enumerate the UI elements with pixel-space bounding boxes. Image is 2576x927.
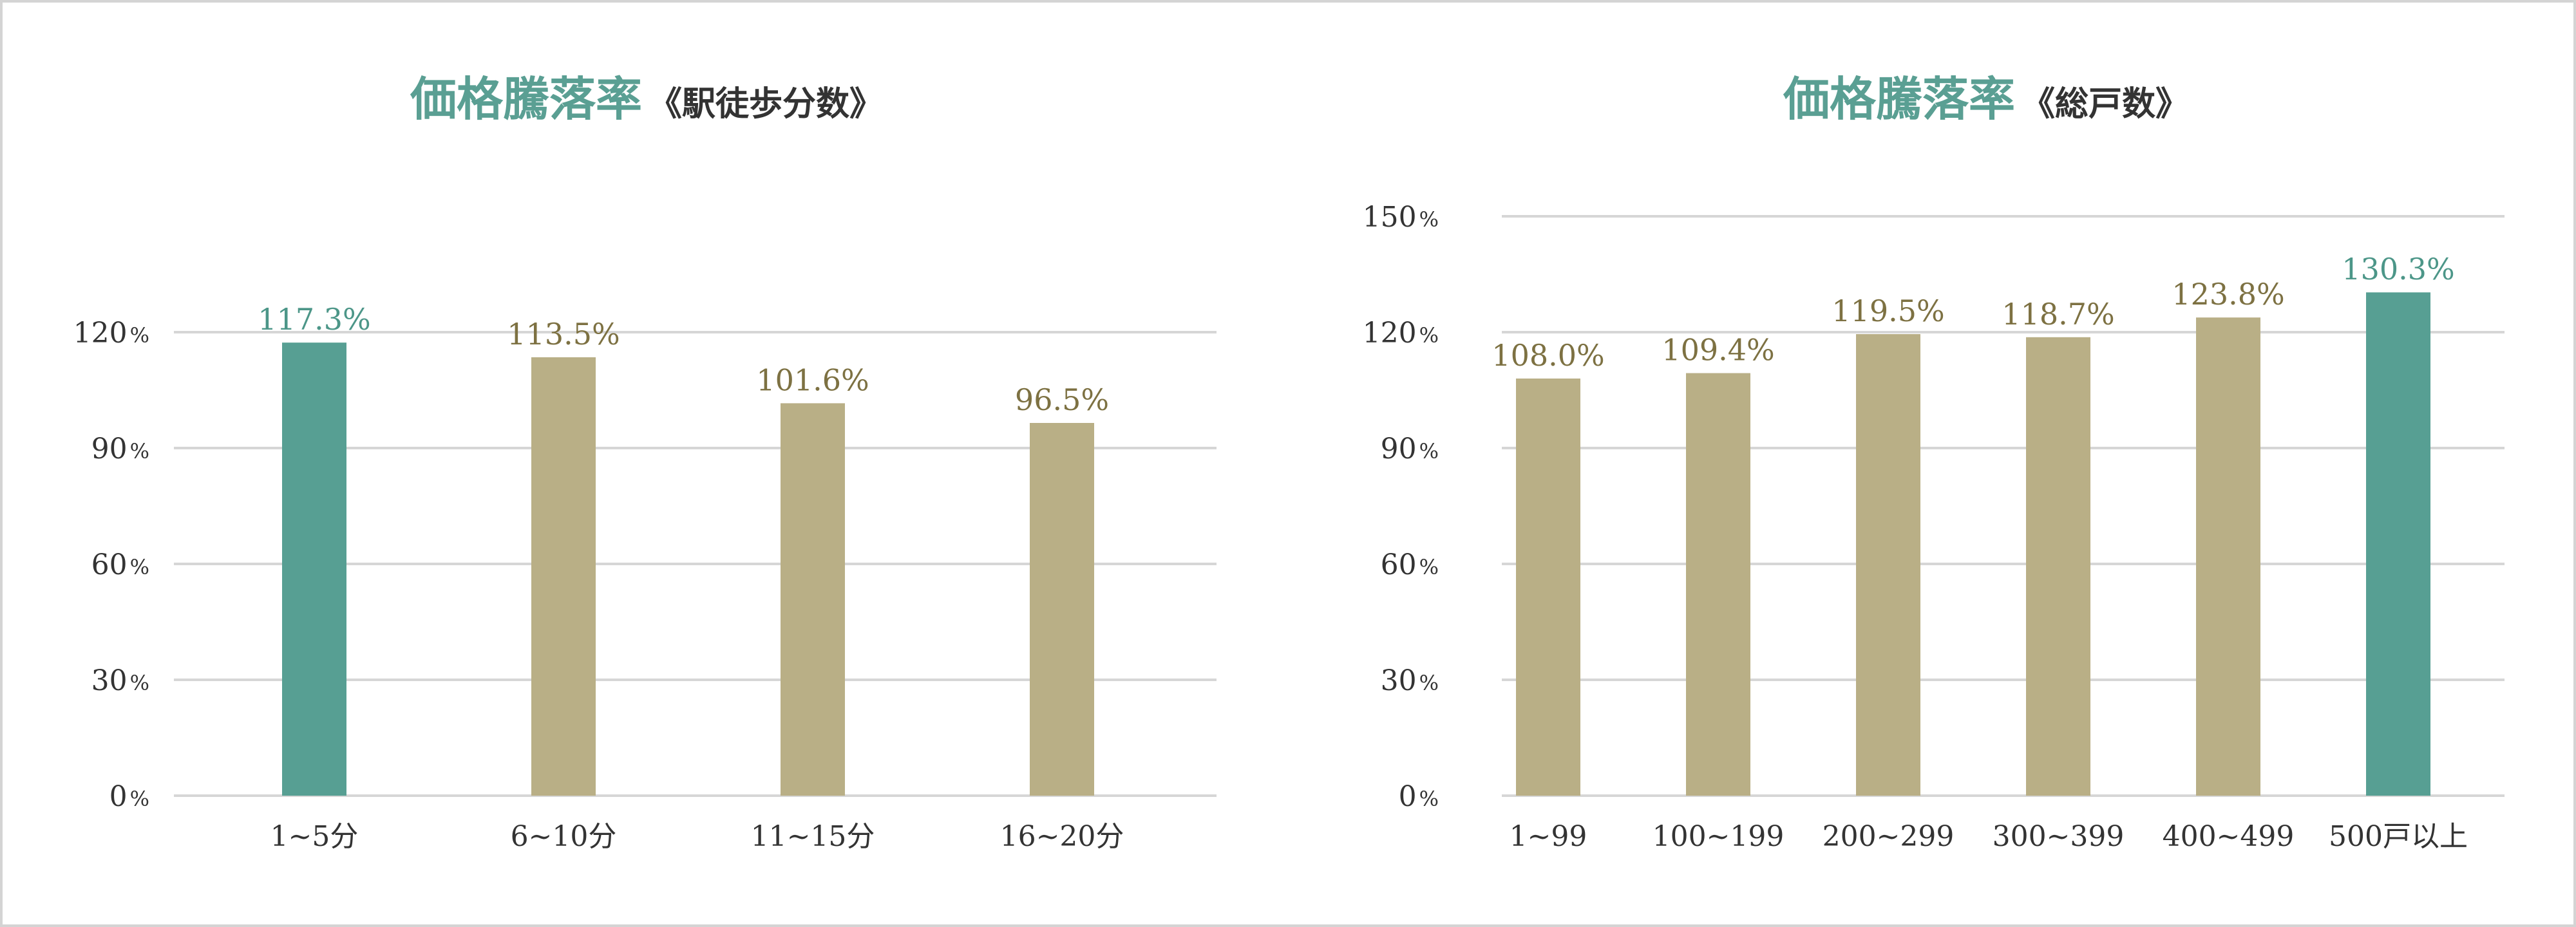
y-tick-label: 60% <box>1381 548 1439 581</box>
y-tick-unit: % <box>1419 323 1439 348</box>
chart-1: 価格騰落率 《駅徒歩分数》0 %30 %60 %90 %120% 117.3%1~5分113… <box>73 71 1217 853</box>
value-label: 108.0% <box>1492 338 1604 373</box>
y-tick-unit: % <box>1419 555 1439 579</box>
value-label: 130.3% <box>2342 252 2454 286</box>
y-tick-value: 0 <box>1399 780 1417 813</box>
category-label: 200~299 <box>1823 820 1955 853</box>
y-tick-value: 150 <box>1363 201 1417 234</box>
chart-title: 価格騰落率 《総戸数》 <box>1783 71 2189 126</box>
bar <box>2196 317 2260 796</box>
bar <box>1516 379 1580 796</box>
y-tick-value: 30 <box>91 664 128 697</box>
chart-title-main: 価格騰落率 <box>1783 71 2015 126</box>
y-tick-label: 150% <box>1363 201 1439 234</box>
value-label: 123.8% <box>2172 277 2284 312</box>
chart-subtitle: 《総戸数》 <box>2022 84 2189 124</box>
y-tick-unit: % <box>130 555 149 579</box>
y-tick-value: 60 <box>1381 548 1417 581</box>
y-tick-label: 30% <box>91 664 149 697</box>
bar <box>1030 423 1094 796</box>
y-tick-value: 0 <box>109 780 128 813</box>
value-label: 119.5% <box>1832 294 1944 328</box>
chart-subtitle: 《駅徒歩分数》 <box>649 84 883 124</box>
chart-2: 価格騰落率 《総戸数》0 %30 %60 %90 %120 %150 %108.0%1~991… <box>1363 71 2505 853</box>
y-tick-label: 90% <box>1381 433 1439 465</box>
bar <box>531 357 596 796</box>
category-label: 500戸以上 <box>2329 820 2468 853</box>
category-label: 300~399 <box>1993 820 2125 853</box>
category-label: 1~99 <box>1510 820 1587 853</box>
category-label: 6~10分 <box>511 820 617 853</box>
bar <box>1856 334 1920 796</box>
y-tick-unit: % <box>130 323 149 348</box>
charts-svg: 価格騰落率 《駅徒歩分数》0 %30 %60 %90 %120% 117.3%1~5分113… <box>73 71 2505 853</box>
value-label: 101.6% <box>756 362 869 397</box>
category-label: 100~199 <box>1653 820 1785 853</box>
chart-title-main: 価格騰落率 <box>410 71 642 126</box>
category-label: 1~5分 <box>270 820 359 853</box>
y-tick-label: 30% <box>1381 664 1439 697</box>
y-tick-value: 120 <box>1363 317 1417 350</box>
y-tick-value: 90 <box>91 433 128 465</box>
bar <box>781 403 845 796</box>
y-tick-unit: % <box>130 671 149 695</box>
value-label: 96.5% <box>1015 382 1109 417</box>
y-tick-value: 90 <box>1381 433 1417 465</box>
y-tick-unit: % <box>1419 787 1439 811</box>
bar <box>282 342 346 796</box>
y-tick-unit: % <box>130 439 149 464</box>
value-label: 109.4% <box>1662 333 1774 368</box>
y-tick-label: 0% <box>1399 780 1439 813</box>
y-tick-unit: % <box>1419 439 1439 464</box>
y-tick-value: 30 <box>1381 664 1417 697</box>
y-tick-unit: % <box>1419 671 1439 695</box>
chart-title: 価格騰落率 《駅徒歩分数》 <box>410 71 883 126</box>
bar <box>2366 292 2430 796</box>
y-tick-label: 120% <box>73 317 149 350</box>
y-tick-label: 0% <box>109 780 149 813</box>
y-tick-unit: % <box>1419 207 1439 232</box>
category-label: 16~20分 <box>1000 820 1124 853</box>
y-tick-label: 60% <box>91 548 149 581</box>
value-label: 117.3% <box>258 302 370 337</box>
category-label: 400~499 <box>2163 820 2295 853</box>
y-tick-value: 60 <box>91 548 128 581</box>
bar <box>1686 373 1750 796</box>
y-tick-label: 90% <box>91 433 149 465</box>
y-tick-unit: % <box>130 787 149 811</box>
value-label: 113.5% <box>507 317 620 351</box>
value-label: 118.7% <box>2002 297 2114 332</box>
bar <box>2026 337 2090 796</box>
y-tick-value: 120 <box>73 317 128 350</box>
category-label: 11~15分 <box>751 820 875 853</box>
y-tick-label: 120% <box>1363 317 1439 350</box>
